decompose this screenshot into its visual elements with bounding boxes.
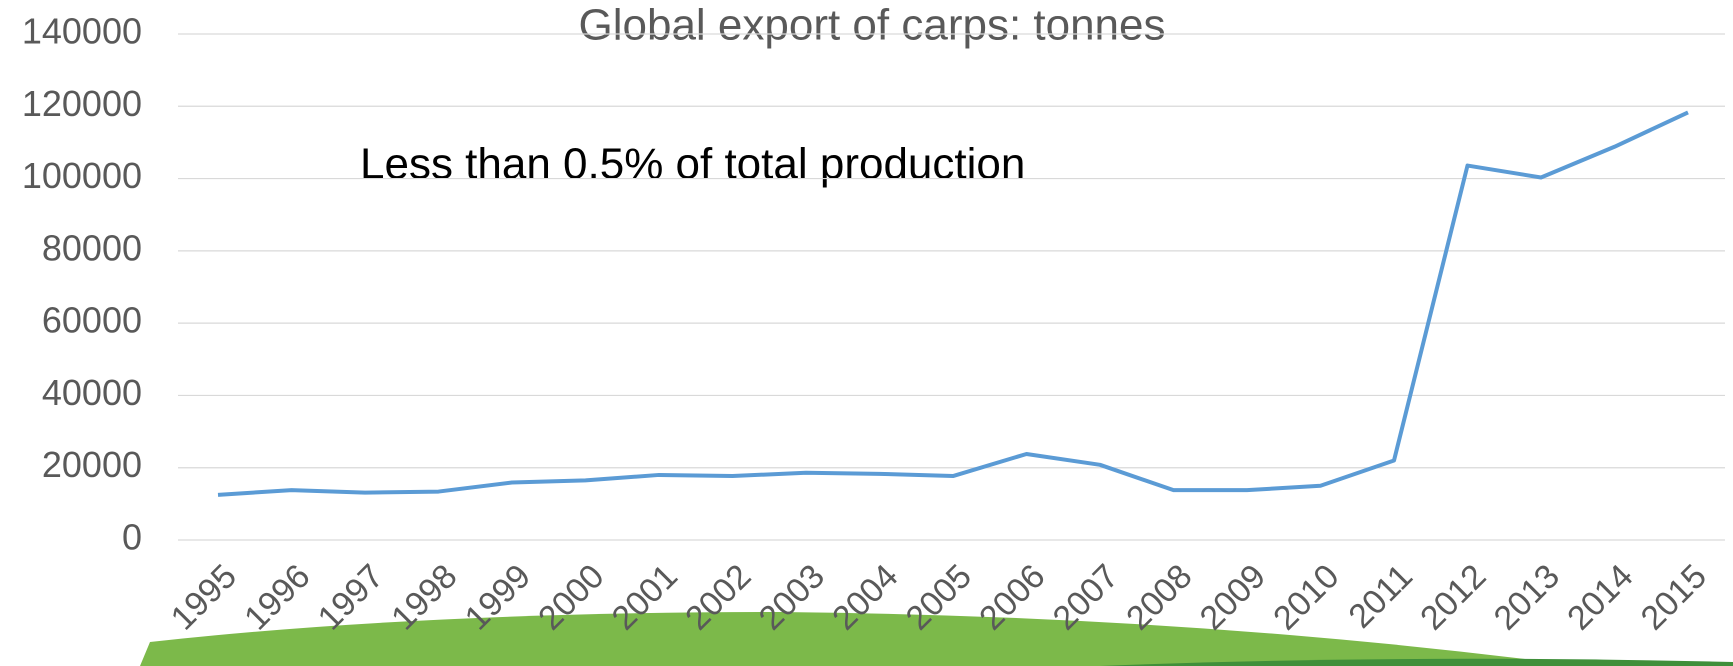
y-tick-label: 80000: [42, 227, 142, 268]
y-tick-label: 20000: [42, 444, 142, 485]
y-tick-label: 100000: [22, 155, 142, 196]
x-tick-label: 2015: [1634, 557, 1714, 637]
x-tick-label: 2013: [1487, 557, 1567, 637]
x-tick-label: 2014: [1560, 557, 1640, 637]
y-tick-label: 40000: [42, 372, 142, 413]
x-tick-label: 2009: [1193, 557, 1273, 637]
y-tick-label: 120000: [22, 83, 142, 124]
x-tick-label: 1995: [164, 557, 244, 637]
y-tick-label: 140000: [22, 11, 142, 52]
y-tick-label: 0: [122, 517, 142, 558]
decor-hill: [140, 612, 1580, 666]
x-tick-label: 2012: [1413, 557, 1493, 637]
chart-title: Global export of carps: tonnes: [579, 1, 1166, 50]
x-tick-label: 2011: [1341, 557, 1420, 636]
x-tick-label: 1996: [237, 557, 317, 637]
data-line: [217, 110, 1689, 497]
x-tick-label: 2010: [1266, 557, 1346, 637]
annotation: Less than 0.5% of total production: [360, 140, 1025, 189]
decor-hill-dark: [1100, 658, 1733, 666]
y-tick-label: 60000: [42, 300, 142, 341]
